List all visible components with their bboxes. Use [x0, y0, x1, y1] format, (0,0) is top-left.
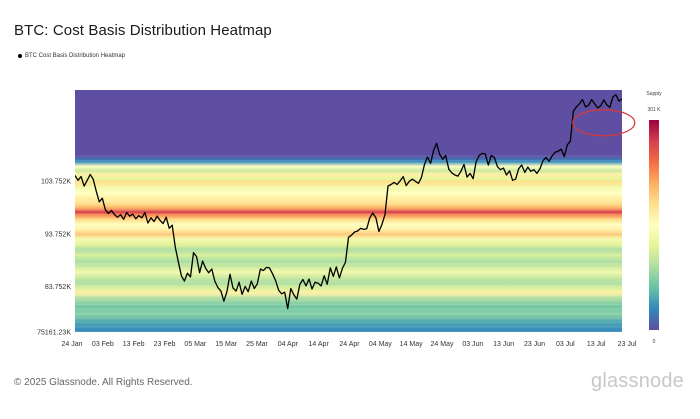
y-tick-label: 83.752K: [45, 284, 71, 291]
chart-legend: BTC Cost Basis Distribution Heatmap: [18, 53, 125, 59]
x-tick-label: 24 Jan: [61, 341, 82, 348]
x-tick-label: 25 Mar: [246, 341, 268, 348]
y-tick-label: 93.752K: [45, 231, 71, 238]
price-line: [75, 94, 622, 310]
colorbar-min-label: 0: [653, 339, 656, 345]
x-tick-label: 23 Jun: [524, 341, 545, 348]
y-tick-label: 103.752K: [41, 179, 71, 186]
colorbar-title: Supply: [646, 91, 662, 97]
page-title: BTC: Cost Basis Distribution Heatmap: [14, 22, 272, 39]
heatmap-area: [75, 90, 622, 332]
annotation-ellipse: [572, 109, 636, 137]
x-tick-label: 05 Mar: [184, 341, 206, 348]
x-tick-label: 14 May: [400, 341, 423, 348]
x-tick-label: 23 Feb: [154, 341, 176, 348]
x-tick-label: 04 May: [369, 341, 392, 348]
glassnode-logo: glassnode: [591, 370, 684, 392]
legend-marker-icon: [18, 54, 22, 58]
x-tick-label: 13 Jul: [587, 341, 606, 348]
x-tick-label: 24 May: [431, 341, 454, 348]
x-tick-label: 03 Jun: [462, 341, 483, 348]
x-tick-label: 04 Apr: [278, 341, 299, 348]
heatmap-texture: [75, 155, 622, 332]
y-tick-label: 75161.23K: [37, 330, 71, 337]
x-tick-label: 24 Apr: [339, 341, 360, 348]
x-tick-label: 15 Mar: [215, 341, 237, 348]
copyright-footer: © 2025 Glassnode. All Rights Reserved.: [14, 377, 193, 388]
colorbar-max-label: 301 K: [647, 107, 661, 113]
x-tick-label: 03 Feb: [92, 341, 114, 348]
legend-label: BTC Cost Basis Distribution Heatmap: [25, 53, 126, 59]
x-tick-label: 14 Apr: [309, 341, 330, 348]
x-tick-label: 13 Jun: [493, 341, 514, 348]
x-tick-label: 13 Feb: [123, 341, 145, 348]
x-tick-label: 03 Jul: [556, 341, 575, 348]
x-tick-label: 23 Jul: [618, 341, 637, 348]
colorbar: [649, 120, 659, 330]
